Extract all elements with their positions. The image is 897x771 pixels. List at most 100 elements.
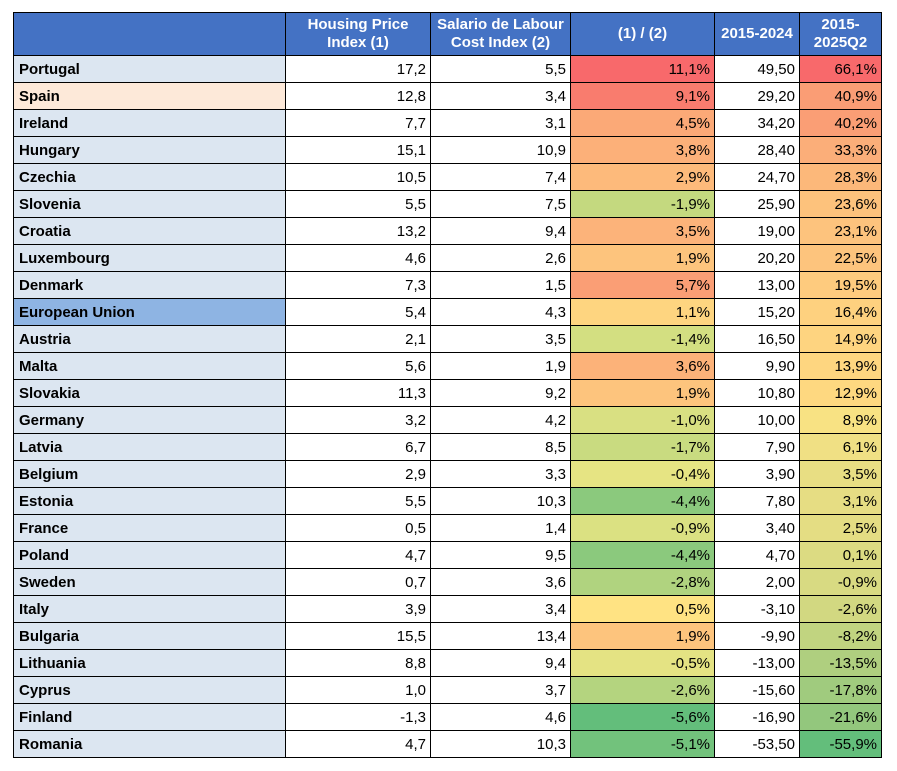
- country-cell: Spain: [13, 82, 286, 110]
- labour-cost-cell: 3,5: [430, 325, 571, 353]
- ratio-cell: 1,9%: [570, 244, 715, 272]
- period-2015-2025q2-cell: 16,4%: [799, 298, 882, 326]
- table-row: Germany 3,2 4,2 -1,0% 10,00 8,9%: [13, 406, 882, 434]
- table-row: Spain 12,8 3,4 9,1% 29,20 40,9%: [13, 82, 882, 110]
- housing-price-cell: 5,6: [285, 352, 431, 380]
- period-2015-2024-cell: 15,20: [714, 298, 800, 326]
- labour-cost-cell: 1,9: [430, 352, 571, 380]
- country-cell: Slovakia: [13, 379, 286, 407]
- country-cell: Lithuania: [13, 649, 286, 677]
- housing-price-cell: 10,5: [285, 163, 431, 191]
- table-row: European Union 5,4 4,3 1,1% 15,20 16,4%: [13, 298, 882, 326]
- table-row: Latvia 6,7 8,5 -1,7% 7,90 6,1%: [13, 433, 882, 461]
- ratio-cell: 5,7%: [570, 271, 715, 299]
- period-2015-2024-cell: 24,70: [714, 163, 800, 191]
- period-2015-2024-cell: 20,20: [714, 244, 800, 272]
- table-row: Romania 4,7 10,3 -5,1% -53,50 -55,9%: [13, 730, 882, 758]
- labour-cost-cell: 7,5: [430, 190, 571, 218]
- housing-price-cell: 1,0: [285, 676, 431, 704]
- country-cell: Cyprus: [13, 676, 286, 704]
- period-2015-2024-cell: 3,40: [714, 514, 800, 542]
- header-2015-2025q2: 2015-2025Q2: [799, 12, 882, 56]
- ratio-cell: 11,1%: [570, 55, 715, 83]
- housing-price-cell: 3,9: [285, 595, 431, 623]
- header-row: Housing Price Index (1) Salario de Labou…: [13, 12, 882, 56]
- housing-price-cell: 13,2: [285, 217, 431, 245]
- table-row: Lithuania 8,8 9,4 -0,5% -13,00 -13,5%: [13, 649, 882, 677]
- header-labour-cost-index: Salario de Labour Cost Index (2): [430, 12, 571, 56]
- period-2015-2025q2-cell: -55,9%: [799, 730, 882, 758]
- country-cell: Bulgaria: [13, 622, 286, 650]
- country-cell: Denmark: [13, 271, 286, 299]
- ratio-cell: -1,0%: [570, 406, 715, 434]
- housing-price-cell: 5,5: [285, 487, 431, 515]
- country-cell: Italy: [13, 595, 286, 623]
- table-row: Ireland 7,7 3,1 4,5% 34,20 40,2%: [13, 109, 882, 137]
- period-2015-2025q2-cell: -17,8%: [799, 676, 882, 704]
- ratio-cell: -2,8%: [570, 568, 715, 596]
- period-2015-2025q2-cell: 22,5%: [799, 244, 882, 272]
- period-2015-2024-cell: -13,00: [714, 649, 800, 677]
- period-2015-2025q2-cell: 28,3%: [799, 163, 882, 191]
- country-cell: Portugal: [13, 55, 286, 83]
- labour-cost-cell: 4,2: [430, 406, 571, 434]
- housing-price-cell: 17,2: [285, 55, 431, 83]
- ratio-cell: 3,6%: [570, 352, 715, 380]
- period-2015-2025q2-cell: 66,1%: [799, 55, 882, 83]
- period-2015-2024-cell: -3,10: [714, 595, 800, 623]
- period-2015-2025q2-cell: 40,9%: [799, 82, 882, 110]
- table-row: Estonia 5,5 10,3 -4,4% 7,80 3,1%: [13, 487, 882, 515]
- period-2015-2025q2-cell: -2,6%: [799, 595, 882, 623]
- table-row: Poland 4,7 9,5 -4,4% 4,70 0,1%: [13, 541, 882, 569]
- period-2015-2025q2-cell: 2,5%: [799, 514, 882, 542]
- labour-cost-cell: 3,7: [430, 676, 571, 704]
- ratio-cell: -1,7%: [570, 433, 715, 461]
- ratio-cell: 0,5%: [570, 595, 715, 623]
- period-2015-2025q2-cell: 19,5%: [799, 271, 882, 299]
- country-cell: Romania: [13, 730, 286, 758]
- ratio-cell: 3,8%: [570, 136, 715, 164]
- ratio-cell: 1,9%: [570, 379, 715, 407]
- period-2015-2025q2-cell: 40,2%: [799, 109, 882, 137]
- table-row: Bulgaria 15,5 13,4 1,9% -9,90 -8,2%: [13, 622, 882, 650]
- period-2015-2024-cell: -15,60: [714, 676, 800, 704]
- housing-vs-labour-table: Housing Price Index (1) Salario de Labou…: [13, 12, 882, 758]
- labour-cost-cell: 1,4: [430, 514, 571, 542]
- ratio-cell: 3,5%: [570, 217, 715, 245]
- period-2015-2025q2-cell: -8,2%: [799, 622, 882, 650]
- period-2015-2024-cell: 16,50: [714, 325, 800, 353]
- header-ratio: (1) / (2): [570, 12, 715, 56]
- country-cell: Poland: [13, 541, 286, 569]
- ratio-cell: 4,5%: [570, 109, 715, 137]
- country-cell: Estonia: [13, 487, 286, 515]
- ratio-cell: -0,9%: [570, 514, 715, 542]
- table-row: Luxembourg 4,6 2,6 1,9% 20,20 22,5%: [13, 244, 882, 272]
- country-cell: Croatia: [13, 217, 286, 245]
- labour-cost-cell: 8,5: [430, 433, 571, 461]
- table-row: Croatia 13,2 9,4 3,5% 19,00 23,1%: [13, 217, 882, 245]
- labour-cost-cell: 3,1: [430, 109, 571, 137]
- country-cell: Slovenia: [13, 190, 286, 218]
- table-row: Slovenia 5,5 7,5 -1,9% 25,90 23,6%: [13, 190, 882, 218]
- table-row: Hungary 15,1 10,9 3,8% 28,40 33,3%: [13, 136, 882, 164]
- labour-cost-cell: 5,5: [430, 55, 571, 83]
- table-row: Cyprus 1,0 3,7 -2,6% -15,60 -17,8%: [13, 676, 882, 704]
- period-2015-2024-cell: 29,20: [714, 82, 800, 110]
- labour-cost-cell: 2,6: [430, 244, 571, 272]
- table-row: Belgium 2,9 3,3 -0,4% 3,90 3,5%: [13, 460, 882, 488]
- ratio-cell: -2,6%: [570, 676, 715, 704]
- period-2015-2025q2-cell: 12,9%: [799, 379, 882, 407]
- ratio-cell: 1,1%: [570, 298, 715, 326]
- table-row: Czechia 10,5 7,4 2,9% 24,70 28,3%: [13, 163, 882, 191]
- labour-cost-cell: 3,4: [430, 82, 571, 110]
- ratio-cell: -0,4%: [570, 460, 715, 488]
- country-cell: Luxembourg: [13, 244, 286, 272]
- labour-cost-cell: 4,6: [430, 703, 571, 731]
- ratio-cell: 1,9%: [570, 622, 715, 650]
- table-row: Sweden 0,7 3,6 -2,8% 2,00 -0,9%: [13, 568, 882, 596]
- housing-price-cell: 4,7: [285, 541, 431, 569]
- country-cell: Austria: [13, 325, 286, 353]
- period-2015-2024-cell: 9,90: [714, 352, 800, 380]
- country-cell: Malta: [13, 352, 286, 380]
- housing-price-cell: 11,3: [285, 379, 431, 407]
